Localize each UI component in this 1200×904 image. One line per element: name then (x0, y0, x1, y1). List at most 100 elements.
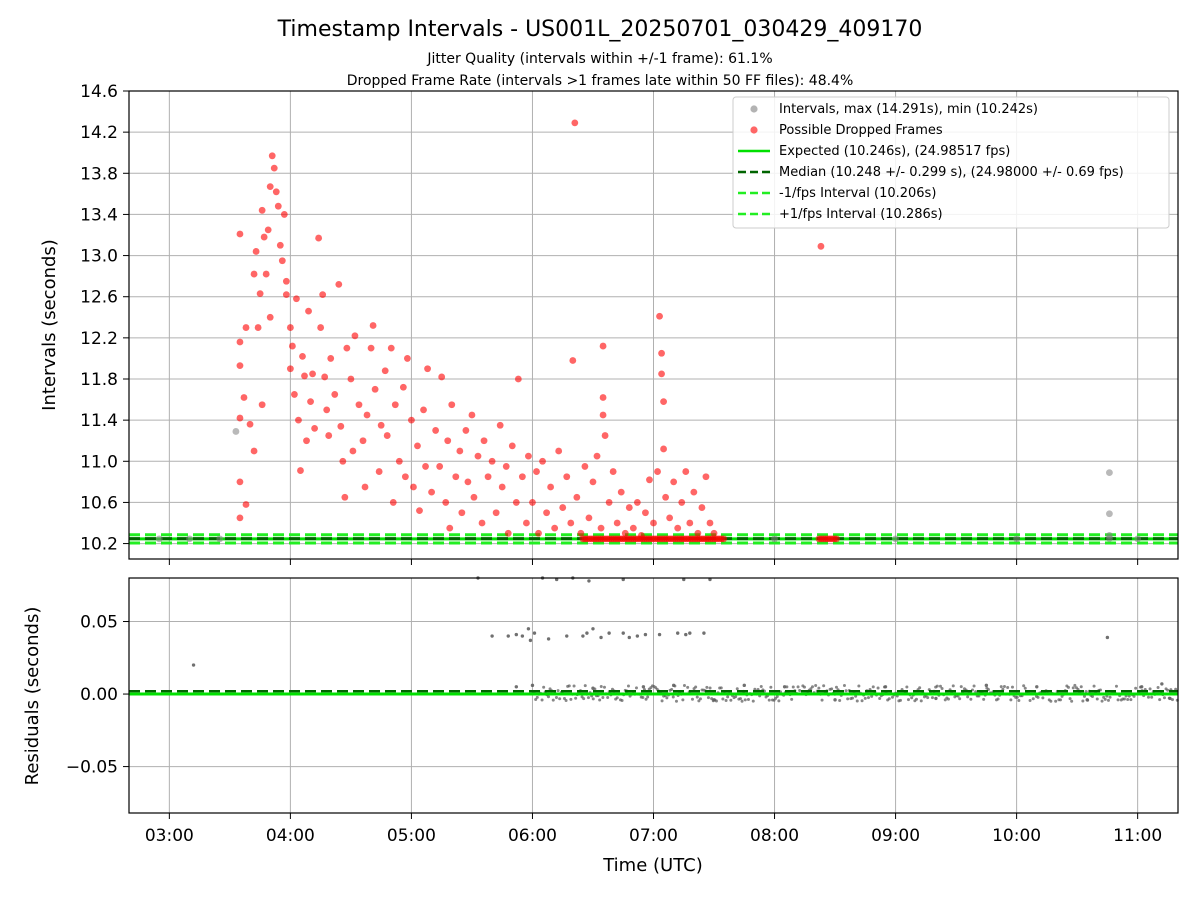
dropped-frame-point-81 (414, 442, 421, 450)
residual-point-42 (883, 685, 888, 689)
dropped-frame-point-74 (391, 401, 399, 409)
bottom-panel: 0.050.00−0.05 03:00 04:00 05:00 06:00 07:00 0… (22, 576, 1179, 876)
dropped-frame-point-48 (321, 373, 329, 381)
residual-band-point-295 (1002, 685, 1006, 689)
legend-marker-intervals (750, 105, 758, 113)
residual-band-point-121 (724, 698, 728, 702)
residual-band-point-297 (1006, 686, 1010, 690)
residual-band-point-335 (1066, 685, 1070, 689)
dropped-frame-point-128 (569, 357, 577, 364)
dropped-frame-point-135 (593, 452, 601, 460)
dropped-frame-point-84 (422, 463, 429, 470)
dropped-frame-point-111 (508, 442, 516, 450)
residual-band-point-206 (860, 699, 864, 703)
dropped-frame-point-151 (646, 476, 653, 484)
bottom-y-tick-2: −0.05 (66, 758, 118, 778)
dropped-frame-point-156 (658, 370, 665, 378)
residual-band-point-111 (708, 686, 712, 690)
dropped-frame-point-71 (383, 432, 391, 439)
residual-band-point-175 (810, 685, 814, 689)
residual-band-point-337 (1070, 699, 1074, 703)
residual-band-point-27 (574, 696, 578, 700)
residual-band-point-304 (1017, 698, 1021, 702)
dropped-frame-point-140 (601, 432, 609, 439)
dropped-frame-point-101 (474, 452, 482, 460)
residual-band-point-303 (1015, 695, 1019, 699)
dropped-frame-point-76 (399, 383, 407, 391)
dropped-frame-point-144 (617, 488, 625, 496)
residual-band-point-374 (1129, 698, 1133, 702)
residual-band-point-330 (1058, 698, 1062, 702)
dropped-frame-point-94 (452, 473, 460, 481)
dropped-frame-point-78 (403, 355, 411, 362)
top-panel: 10.2 10.6 11.0 11.4 11.8 12.2 12.6 13.0 13.4 13.8… (39, 82, 1179, 565)
residual-band-point-32 (582, 697, 586, 701)
residual-band-point-250 (930, 696, 934, 700)
dropped-frame-point-109 (502, 463, 510, 470)
legend-label-minus: -1/fps Interval (10.206s) (779, 186, 936, 201)
top-y-tick-2: 11.0 (80, 452, 118, 472)
residual-band-point-276 (972, 684, 976, 688)
residual-band-point-10 (546, 695, 550, 699)
dropped-frame-point-20 (266, 183, 274, 191)
dropped-frame-point-138 (599, 394, 607, 401)
residual-band-point-7 (542, 685, 546, 689)
residual-band-point-319 (1041, 696, 1045, 700)
residual-band-point-104 (697, 699, 701, 703)
interval-point-10 (1013, 535, 1021, 543)
top-y-tick-0: 10.2 (80, 535, 118, 555)
residual-band-point-240 (914, 697, 918, 701)
dropped-frame-point-41 (305, 307, 312, 315)
dropped-frame-point-75 (395, 457, 403, 465)
chart-title: Timestamp Intervals - US001L_20250701_03… (277, 17, 923, 42)
chart-subtitle-dropped: Dropped Frame Rate (intervals >1 frames … (347, 73, 854, 89)
dropped-frame-point-117 (529, 499, 536, 506)
residual-band-point-255 (938, 684, 942, 688)
interval-point-4 (1106, 535, 1113, 542)
dropped-frame-point-157 (660, 445, 667, 453)
residual-point-32 (1105, 635, 1110, 640)
residual-band-point-324 (1049, 699, 1053, 703)
residual-band-point-21 (564, 699, 568, 703)
interval-point-6 (186, 535, 193, 543)
x-tick-6: 09:00 (871, 826, 920, 846)
residual-band-point-282 (982, 697, 986, 701)
dropped-frame-point-119 (535, 529, 542, 537)
dropped-frame-point-35 (293, 295, 300, 303)
residual-band-point-344 (1081, 699, 1085, 703)
residual-band-point-88 (671, 695, 675, 699)
x-tick-8: 11:00 (1113, 826, 1162, 846)
residual-point-10 (565, 634, 569, 638)
residual-band-point-87 (670, 688, 674, 692)
dropped-frame-point-86 (428, 488, 435, 496)
dropped-frame-point-36 (295, 416, 302, 424)
residual-band-point-44 (601, 695, 605, 699)
dropped-frame-point-9 (246, 420, 254, 428)
dropped-frame-point-46 (317, 324, 325, 331)
residual-point-36 (641, 685, 646, 689)
dropped-frame-point-7 (242, 324, 250, 331)
dropped-frame-point-29 (282, 277, 290, 285)
residual-band-point-148 (767, 698, 771, 702)
residual-band-point-2 (534, 697, 538, 701)
dropped-frame-point-51 (327, 355, 335, 362)
residual-point-5 (520, 634, 525, 638)
residual-band-point-170 (802, 685, 806, 689)
residual-point-22 (684, 632, 688, 637)
residual-band-point-400 (1170, 698, 1174, 702)
residual-band-point-308 (1023, 686, 1027, 690)
residual-point-6 (526, 627, 531, 631)
residual-band-point-350 (1090, 695, 1094, 699)
legend-label-plus: +1/fps Interval (10.286s) (779, 207, 943, 222)
top-y-tick-4: 11.8 (80, 370, 118, 390)
dropped-frame-point-123 (551, 524, 559, 532)
residual-band-point-260 (946, 697, 950, 701)
residual-band-point-72 (646, 695, 650, 699)
residual-band-point-69 (641, 696, 645, 700)
residual-band-point-243 (919, 699, 923, 703)
top-y-tick-9: 13.8 (80, 164, 118, 184)
residual-band-point-256 (940, 686, 944, 690)
residual-band-point-38 (591, 697, 595, 701)
bottom-y-axis-label: Residuals (seconds) (22, 607, 43, 786)
residual-point-48 (1160, 682, 1164, 686)
